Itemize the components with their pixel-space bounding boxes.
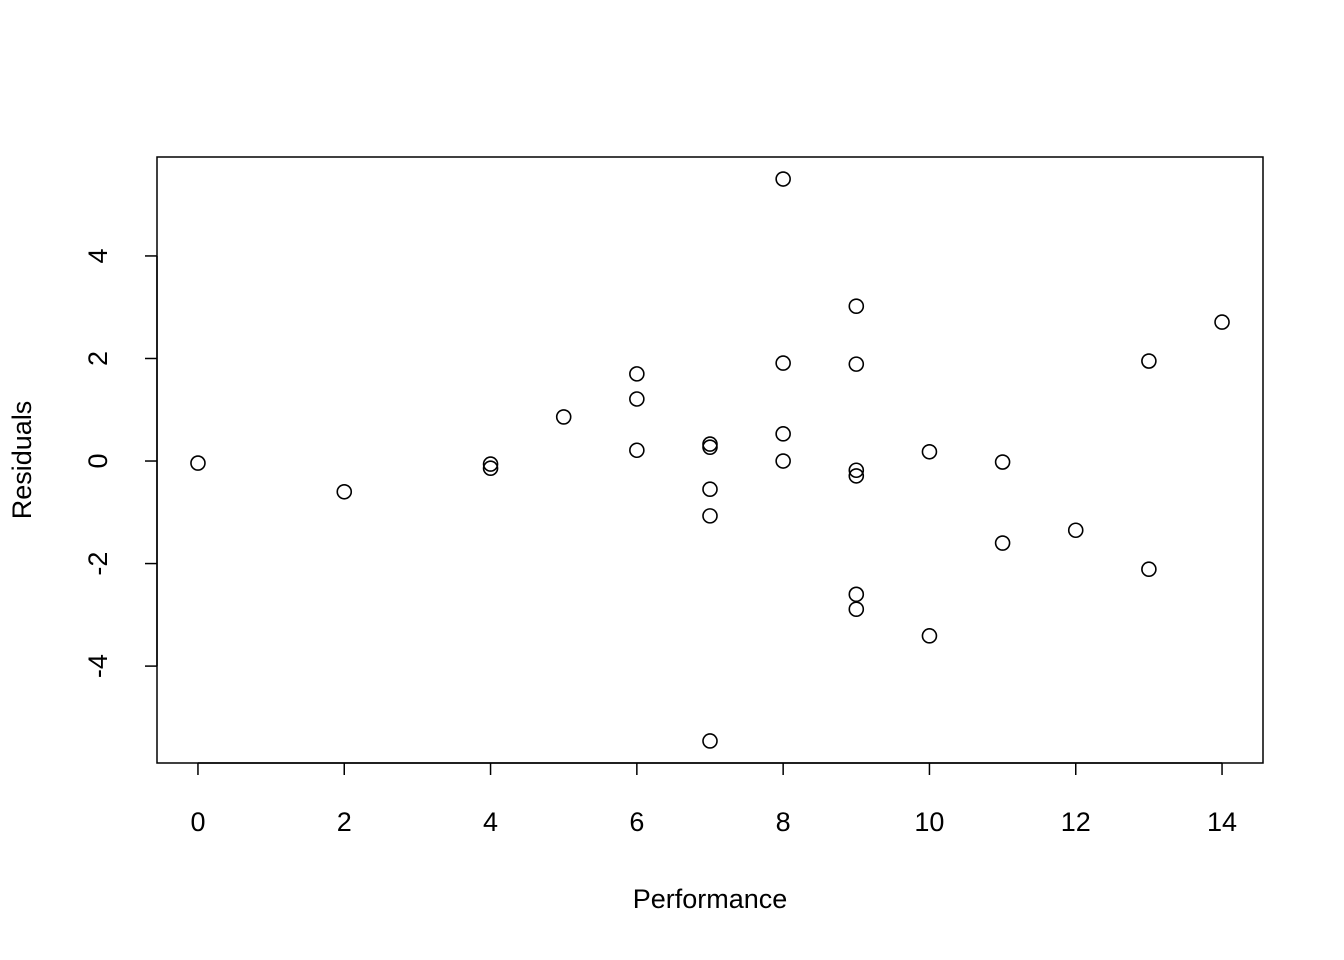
point	[702, 439, 718, 455]
point	[482, 456, 499, 472]
point	[1214, 314, 1230, 330]
x-tick-label: 4	[483, 807, 498, 837]
plot-frame	[156, 156, 1264, 764]
point	[482, 460, 499, 477]
y-tick-label: -2	[83, 552, 113, 576]
point	[702, 733, 718, 749]
point	[775, 355, 791, 371]
point	[921, 628, 938, 644]
point	[1141, 561, 1157, 578]
point	[775, 171, 791, 187]
point	[629, 391, 645, 407]
x-tick-label: 12	[1061, 807, 1091, 837]
point	[775, 426, 791, 442]
y-tick-label: 0	[83, 454, 113, 469]
point	[555, 409, 572, 425]
point	[848, 356, 865, 372]
x-tick-label: 2	[337, 807, 352, 837]
point	[702, 508, 718, 524]
x-tick-label: 14	[1207, 807, 1237, 837]
x-tick-label: 0	[190, 807, 205, 837]
point	[1141, 353, 1157, 369]
x-axis-label: Performance	[633, 884, 788, 914]
x-tick-label: 6	[629, 807, 644, 837]
y-tick-label: -4	[83, 654, 113, 678]
point	[994, 454, 1011, 470]
y-tick-label: 2	[83, 351, 113, 366]
point	[848, 468, 865, 484]
point	[702, 436, 718, 452]
point	[1067, 522, 1084, 539]
x-tick-label: 8	[776, 807, 791, 837]
point	[848, 462, 865, 479]
point	[848, 601, 865, 617]
point	[702, 481, 718, 498]
point	[921, 443, 938, 460]
point	[848, 298, 865, 314]
y-tick-label: 4	[83, 248, 113, 263]
y-axis-label: Residuals	[7, 401, 37, 520]
point	[775, 453, 791, 469]
point	[848, 586, 865, 603]
point	[336, 483, 353, 500]
point	[629, 366, 645, 382]
x-tick-label: 10	[914, 807, 944, 837]
point	[190, 455, 206, 471]
point	[994, 535, 1011, 551]
point	[629, 442, 645, 459]
